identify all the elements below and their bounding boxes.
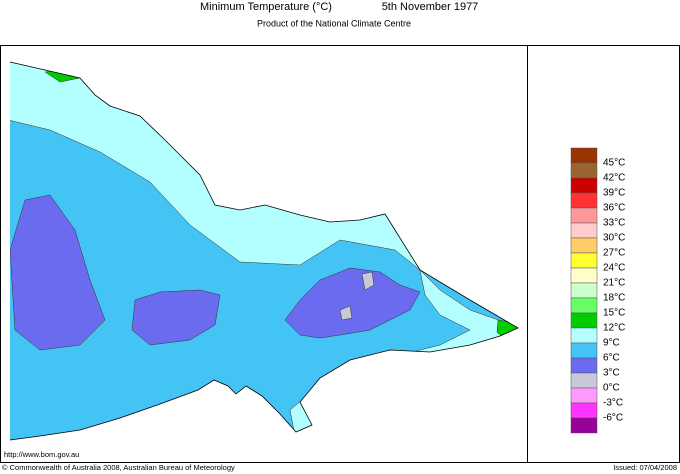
legend-swatch [570, 162, 598, 179]
legend-label: 24°C [603, 263, 625, 274]
source-url: http://www.bom.gov.au [4, 450, 79, 459]
legend-label: -6°C [603, 413, 623, 424]
legend-swatch [570, 342, 598, 359]
zone-0-3 [339, 271, 375, 321]
legend-swatch [570, 387, 598, 404]
zone-3-6 [131, 289, 221, 346]
legend-label: 21°C [603, 278, 625, 289]
zone-3-6 [284, 267, 421, 339]
legend-label: -3°C [603, 398, 623, 409]
map [10, 62, 518, 440]
legend-label: 3°C [603, 368, 620, 379]
legend-label: 6°C [603, 353, 620, 364]
coastline [9, 61, 519, 441]
legend-swatch [570, 192, 598, 209]
legend-swatch [570, 282, 598, 299]
zone-3-6 [10, 194, 106, 351]
legend-swatch [570, 222, 598, 239]
legend-swatch [570, 237, 598, 254]
legend-swatch [570, 327, 598, 344]
map-date: 5th November 1977 [382, 1, 479, 13]
legend-label: 18°C [603, 293, 625, 304]
issued-date: Issued: 07/04/2008 [613, 463, 677, 472]
legend-label: 0°C [603, 383, 620, 394]
legend-swatch [570, 417, 598, 434]
legend-swatch [570, 207, 598, 224]
legend-swatch [570, 177, 598, 194]
copyright: © Commonwealth of Australia 2008, Austra… [2, 463, 235, 472]
legend-label: 33°C [603, 218, 625, 229]
legend-swatch [570, 147, 598, 164]
legend-label: 30°C [603, 233, 625, 244]
legend-label: 45°C [603, 158, 625, 169]
legend-label: 15°C [603, 308, 625, 319]
legend-swatch [570, 252, 598, 269]
legend: 45°C 42°C 39°C 36°C 33°C 30°C 27°C 24°C 21°C 18°C… [570, 147, 625, 434]
legend-swatch [570, 372, 598, 389]
map-subtitle: Product of the National Climate Centre [257, 18, 411, 28]
legend-label: 27°C [603, 248, 625, 259]
legend-label: 9°C [603, 338, 620, 349]
legend-swatch [570, 267, 598, 284]
map-title: Minimum Temperature (°C) [200, 1, 332, 13]
legend-label: 42°C [603, 173, 625, 184]
legend-label: 39°C [603, 188, 625, 199]
legend-swatch [570, 312, 598, 329]
legend-swatch [570, 357, 598, 374]
legend-label: 36°C [603, 203, 625, 214]
legend-label: 12°C [603, 323, 625, 334]
legend-swatch [570, 297, 598, 314]
legend-swatch [570, 402, 598, 419]
